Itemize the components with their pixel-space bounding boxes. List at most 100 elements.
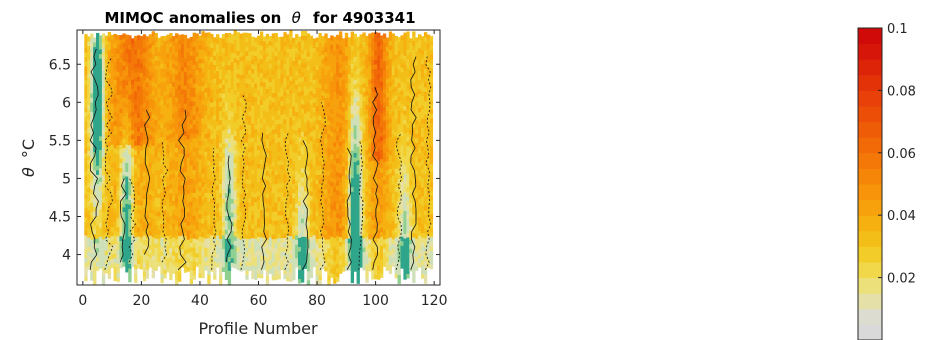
heatmap-cell xyxy=(218,174,223,180)
heatmap-cell xyxy=(251,77,255,83)
heatmap-cell xyxy=(93,83,97,89)
heatmap-cell xyxy=(210,129,214,135)
heatmap-cell xyxy=(224,192,229,198)
heatmap-cell xyxy=(113,84,117,90)
heatmap-cell xyxy=(195,69,199,75)
heatmap-cell xyxy=(239,184,243,190)
heatmap-cell xyxy=(303,85,308,91)
heatmap-cell xyxy=(180,258,185,264)
heatmap-cell xyxy=(350,118,355,124)
heatmap-cell xyxy=(341,93,346,99)
heatmap-cell xyxy=(327,74,331,80)
heatmap-cell xyxy=(356,109,360,115)
heatmap-cell xyxy=(172,63,176,69)
heatmap-cell xyxy=(142,121,147,127)
heatmap-cell xyxy=(131,193,135,199)
heatmap-cell xyxy=(300,241,305,247)
heatmap-cell xyxy=(204,183,208,189)
heatmap-cell xyxy=(90,234,94,240)
heatmap-cell xyxy=(210,198,214,204)
heatmap-cell xyxy=(207,205,211,211)
heatmap-cell xyxy=(333,100,337,106)
heatmap-cell xyxy=(93,201,97,207)
heatmap-cell xyxy=(274,183,278,189)
heatmap-cell xyxy=(134,54,138,60)
heatmap-cell xyxy=(324,106,328,112)
heatmap-cell xyxy=(309,58,314,64)
heatmap-cell xyxy=(137,208,141,214)
heatmap-cell xyxy=(353,147,357,153)
heatmap-cell xyxy=(230,70,235,76)
heatmap-cell xyxy=(166,125,170,131)
heatmap-cell xyxy=(186,193,191,199)
heatmap-cell xyxy=(166,94,170,99)
heatmap-cell xyxy=(157,88,161,94)
heatmap-cell xyxy=(186,147,191,153)
heatmap-cell xyxy=(128,181,132,187)
heatmap-cell xyxy=(227,83,232,89)
heatmap-cell xyxy=(353,65,357,71)
heatmap-cell xyxy=(271,202,276,208)
heatmap-cell xyxy=(265,225,270,231)
heatmap-cell xyxy=(139,141,144,147)
heatmap-cell xyxy=(134,241,138,247)
heatmap-cell xyxy=(207,68,211,74)
heatmap-cell xyxy=(98,108,103,114)
heatmap-cell xyxy=(271,161,276,167)
heatmap-cell xyxy=(344,206,349,212)
heatmap-cell xyxy=(204,41,208,47)
heatmap-cell xyxy=(268,186,273,192)
heatmap-cell xyxy=(93,115,97,121)
heatmap-cell xyxy=(154,220,158,226)
heatmap-cell xyxy=(353,84,357,90)
heatmap-cell xyxy=(224,211,229,217)
heatmap-cell xyxy=(163,113,167,119)
heatmap-cell xyxy=(254,101,258,107)
heatmap-cell xyxy=(213,50,217,56)
heatmap-cell xyxy=(239,156,243,162)
heatmap-cell xyxy=(315,183,319,189)
heatmap-cell xyxy=(347,46,352,52)
heatmap-cell xyxy=(292,252,296,258)
heatmap-cell xyxy=(183,176,188,182)
heatmap-cell xyxy=(248,266,252,272)
heatmap-cell xyxy=(101,106,106,112)
heatmap-cell xyxy=(309,85,314,91)
heatmap-cell xyxy=(257,268,261,274)
heatmap-cell xyxy=(87,104,91,110)
heatmap-cell xyxy=(227,156,232,162)
heatmap-cell xyxy=(131,248,135,254)
heatmap-cell xyxy=(180,112,185,117)
heatmap-cell xyxy=(268,246,273,252)
heatmap-cell xyxy=(286,180,290,186)
heatmap-cell xyxy=(101,124,106,130)
heatmap-cell xyxy=(175,69,179,75)
heatmap-cell xyxy=(93,261,97,267)
heatmap-cell xyxy=(119,85,123,91)
heatmap-cell xyxy=(336,203,340,209)
heatmap-cell xyxy=(271,152,276,158)
heatmap-cell xyxy=(292,120,296,125)
heatmap-cell xyxy=(251,265,255,271)
heatmap-cell xyxy=(227,201,232,207)
heatmap-cell xyxy=(216,130,220,136)
heatmap-cell xyxy=(163,86,167,92)
heatmap-cell xyxy=(257,117,261,123)
heatmap-cell xyxy=(104,122,109,128)
heatmap-cell xyxy=(347,114,352,120)
heatmap-cell xyxy=(96,78,100,84)
heatmap-cell xyxy=(336,258,340,264)
heatmap-cell xyxy=(318,133,322,139)
heatmap-cell xyxy=(210,52,214,58)
heatmap-cell xyxy=(163,168,167,174)
heatmap-cell xyxy=(303,76,308,82)
heatmap-cell xyxy=(321,54,325,60)
heatmap-cell xyxy=(292,110,296,116)
heatmap-cell xyxy=(87,196,91,202)
heatmap-cell xyxy=(318,170,322,175)
heatmap-cell xyxy=(218,266,223,271)
heatmap-cell xyxy=(145,123,150,129)
heatmap-cell xyxy=(286,148,290,154)
heatmap-cell xyxy=(324,133,328,139)
heatmap-cell xyxy=(268,209,273,215)
